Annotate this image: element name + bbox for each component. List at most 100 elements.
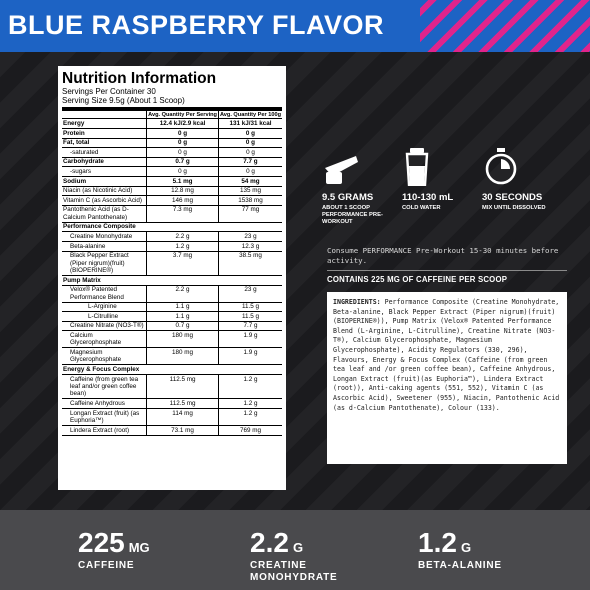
value-per-100g: 11.5 g [217,302,282,313]
value-per-100g: 11.5 g [217,311,282,322]
nutrient-name: Black Pepper Extract (Piper nigrum)(frui… [62,251,147,277]
ingredients-label: INGREDIENTS: [333,298,381,306]
direction-mix: 30 SECONDS MIX UNTIL DISSOLVED [482,148,562,212]
nutrition-row: Pump Matrix [62,275,282,286]
value-per-100g: 7.7 g [217,157,282,168]
value-per-serving: 180 mg [146,330,219,349]
nutrition-row: Beta-alanine 1.2 g 12.3 g [62,241,282,252]
direction-water: 110-130 mL COLD WATER [402,148,482,212]
nutrition-row: Magnesium Glycerophosphate 180 mg 1.9 g [62,347,282,366]
value-per-100g: 54 mg [217,176,282,187]
value-per-serving: 0.7 g [146,157,219,168]
nutrient-name: Velox® Patented Performance Blend [62,285,147,303]
nutrition-row: Sodium 5.1 mg 54 mg [62,176,282,187]
value-per-100g: 7.7 g [217,321,282,332]
nutrient-name: Energy [62,118,147,130]
value-per-100g: 131 kJ/31 kcal [217,118,282,130]
nutrient-name: Beta-alanine [62,241,147,252]
direction-mix-sub: MIX UNTIL DISSOLVED [482,205,546,211]
value-per-serving: 2.2 g [146,231,219,242]
nutrient-name: Caffeine Anhydrous [62,398,147,409]
value-per-100g: 0 g [217,138,282,149]
value-per-100g: 769 mg [217,425,282,436]
flavor-title: BLUE RASPBERRY FLAVOR [8,10,385,40]
value-per-serving: 3.7 mg [146,251,219,277]
value-per-serving: 7.3 mg [146,205,219,223]
nutrient-name: Magnesium Glycerophosphate [62,347,147,366]
shaker-icon [405,148,429,186]
stat-creatine-num: 2.2 [250,527,289,558]
value-per-serving: 12.4 kJ/2.9 kcal [146,118,219,130]
nutrition-table: Avg. Quantity Per Serving Avg. Quantity … [62,111,282,436]
value-per-100g: 135 mg [217,186,282,197]
ingredients-box: INGREDIENTS: Performance Composite (Crea… [327,292,567,464]
nutrient-name: Sodium [62,176,147,187]
value-per-100g: 23 g [217,285,282,303]
value-per-serving: 1.1 g [146,311,219,322]
serving-size: Serving Size 9.5g (About 1 Scoop) [62,96,185,105]
value-per-100g: 1538 mg [217,195,282,206]
nutrition-row: Energy & Focus Complex [62,364,282,375]
value-per-100g: 1.2 g [217,408,282,426]
nutrition-row: Lindera Extract (root) 73.1 mg 769 mg [62,425,282,436]
nutrition-row: Longan Extract (fruit) (as Euphoria™) 114… [62,408,282,426]
value-per-serving: 0 g [146,147,219,158]
stat-creatine: 2.2 G CREATINE MONOHYDRATE [250,528,360,584]
stat-creatine-label: CREATINE MONOHYDRATE [250,560,338,583]
nutrition-row: Black Pepper Extract (Piper nigrum)(frui… [62,251,282,277]
stat-caffeine-num: 225 [78,527,125,558]
nutrition-row: Caffeine Anhydrous 112.5 mg 1.2 g [62,398,282,409]
nutrition-row: Calcium Glycerophosphate 180 mg 1.9 g [62,330,282,349]
decorative-stripes [420,0,590,52]
thick-rule [62,107,282,111]
nutrition-row: Carbohydrate 0.7 g 7.7 g [62,157,282,168]
value-per-serving: 0 g [146,138,219,149]
nutrition-row: Performance Composite [62,222,282,233]
nutrient-name: Performance Composite [62,222,282,233]
nutrition-row: Creatine Monohydrate 2.2 g 23 g [62,231,282,242]
direction-scoop: 9.5 GRAMS ABOUT 1 SCOOP PERFORMANCE PRE-… [322,148,402,226]
nutrient-name: Pantothenic Acid (as D-Calcium Pantothen… [62,205,147,223]
value-per-100g: 1.9 g [217,330,282,349]
footer-stats: 225 MG CAFFEINE 2.2 G CREATINE MONOHYDRATE… [0,510,590,590]
value-per-serving: 146 mg [146,195,219,206]
col-per-serving: Avg. Quantity Per Serving [146,111,219,120]
divider [327,270,567,271]
stat-beta-alanine-num: 1.2 [418,527,457,558]
direction-water-value: 110-130 mL [402,192,454,203]
value-per-100g: 12.3 g [217,241,282,252]
nutrient-name: Pump Matrix [62,275,282,286]
nutrition-row: Energy 12.4 kJ/2.9 kcal 131 kJ/31 kcal [62,118,282,130]
direction-water-sub: COLD WATER [402,205,441,211]
value-per-serving: 5.1 mg [146,176,219,187]
nutrition-panel: Nutrition Information Servings Per Conta… [58,66,286,490]
nutrition-row: Creatine Nitrate (NO3-T®) 0.7 g 7.7 g [62,321,282,332]
scoop-icon [325,156,358,184]
ingredients-text: Performance Composite (Creatine Monohydr… [333,298,560,412]
stat-caffeine: 225 MG CAFFEINE [78,528,150,572]
value-per-100g: 1.2 g [217,374,282,400]
stat-caffeine-unit: MG [128,540,150,555]
nutrient-name: L-Citrulline [62,311,147,322]
nutrition-row: Niacin (as Nicotinic Acid) 12.8 mg 135 mg [62,186,282,197]
nutrition-row: Vitamin C (as Ascorbic Acid) 146 mg 1538 m… [62,195,282,206]
nutrition-row: Velox® Patented Performance Blend 2.2 g 23… [62,285,282,303]
stat-beta-alanine-unit: G [460,540,472,555]
header-empty [62,111,147,120]
nutrient-name: Fat, total [62,138,147,149]
nutrition-rows: Energy 12.4 kJ/2.9 kcal 131 kJ/31 kcal Prot… [62,118,282,436]
value-per-100g: 38.5 mg [217,251,282,277]
value-per-100g: 0 g [217,128,282,139]
direction-scoop-sub: ABOUT 1 SCOOP PERFORMANCE PRE-WORKOUT [322,205,383,225]
servings-per-container: Servings Per Container 30 [62,87,156,96]
value-per-serving: 1.1 g [146,302,219,313]
nutrient-name: Protein [62,128,147,139]
nutrition-title: Nutrition Information [62,70,217,87]
stat-beta-alanine: 1.2 G BETA-ALANINE [418,528,502,572]
nutrient-name: Caffeine (from green tea leaf and/or gre… [62,374,147,400]
direction-mix-value: 30 SECONDS [482,192,543,203]
nutrient-name: Creatine Nitrate (NO3-T®) [62,321,147,332]
